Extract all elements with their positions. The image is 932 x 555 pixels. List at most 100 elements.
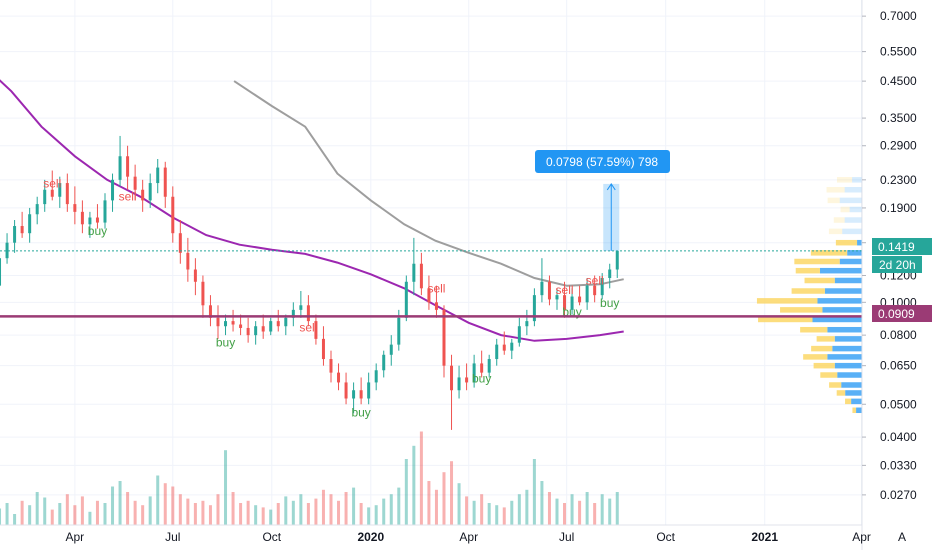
candle-body xyxy=(43,189,47,205)
candle-body xyxy=(600,277,604,296)
candle-body xyxy=(20,226,24,234)
signal-sell: sell xyxy=(299,321,317,335)
vp-bar-yellow xyxy=(804,277,835,284)
vp-bar-blue xyxy=(832,345,862,352)
volume-bar xyxy=(540,481,544,525)
candle-body xyxy=(133,176,137,190)
candle-body xyxy=(397,317,401,345)
time-axis[interactable]: Apr Jul Oct 2020 Apr Jul Oct 2021 Apr xyxy=(0,524,871,544)
vp-bar-yellow xyxy=(800,326,828,333)
volume-bar xyxy=(156,475,160,525)
measure-tooltip-bg xyxy=(535,150,670,173)
vp-bar-yellow xyxy=(756,298,818,304)
vp-bar-yellow-faded xyxy=(833,217,845,223)
vp-bar-yellow xyxy=(835,239,858,246)
vp-bar-yellow-faded xyxy=(827,197,840,204)
vp-bar-yellow xyxy=(852,407,857,414)
candle-body xyxy=(65,183,69,205)
volume-bar xyxy=(344,492,348,525)
volume-bar xyxy=(570,494,574,525)
vp-bar-yellow xyxy=(803,354,828,360)
price-axis[interactable]: 0.7000 0.5500 0.4500 0.3500 0.2900 0.2300 0.19… xyxy=(861,0,917,550)
price-tick-label: 0.2900 xyxy=(880,139,917,153)
vp-bar-blue-faded xyxy=(849,206,862,213)
time-tick-label: Jul xyxy=(165,530,180,544)
price-tick-label: 0.1900 xyxy=(880,201,917,215)
price-tick-label: 0.2300 xyxy=(880,173,917,187)
volume-bar xyxy=(563,503,567,525)
candle-body xyxy=(13,226,17,243)
level-price-bg xyxy=(872,305,932,322)
volume-bar xyxy=(20,500,24,525)
vp-bar-blue xyxy=(834,336,862,342)
candle-body xyxy=(148,183,152,201)
volume-bar xyxy=(111,486,115,525)
candle-body xyxy=(329,359,333,373)
candle-body xyxy=(201,281,205,306)
candle-body xyxy=(171,196,175,234)
volume-bar xyxy=(465,496,469,525)
candle-body xyxy=(306,305,310,322)
volume-bar xyxy=(284,496,288,525)
price-tick-label: 0.0400 xyxy=(880,430,917,444)
vp-bar-yellow xyxy=(845,398,852,405)
volume-bar xyxy=(412,445,416,525)
vp-bar-yellow-faded xyxy=(828,228,843,235)
candle-body xyxy=(359,390,363,399)
last-price-label: 0.1419 xyxy=(872,238,932,255)
price-tick-label: 0.3500 xyxy=(880,111,917,125)
moving-averages xyxy=(0,79,624,342)
measure-tooltip[interactable]: 0.0798 (57.59%) 798 xyxy=(535,150,670,173)
candle-body xyxy=(419,263,423,289)
price-tick-label: 0.4500 xyxy=(880,74,917,88)
candle-body xyxy=(299,305,303,310)
volume-bar xyxy=(50,509,54,525)
measure-arrow-head xyxy=(606,183,616,191)
volume-bar xyxy=(208,505,212,525)
auto-scale-button[interactable]: A xyxy=(898,530,906,544)
volume-bar xyxy=(495,505,499,525)
candle-body xyxy=(314,321,318,339)
candle-body xyxy=(382,354,386,371)
volume-bar xyxy=(472,500,476,525)
candle-body xyxy=(510,342,514,351)
countdown-text: 2d 20h xyxy=(879,258,916,272)
volume-bar xyxy=(43,497,47,525)
vp-bar-blue-faded xyxy=(852,177,862,183)
candle-body xyxy=(457,377,461,391)
volume-bar xyxy=(171,486,175,525)
volume-bar xyxy=(389,494,393,525)
candle-body xyxy=(118,156,122,180)
candle-body xyxy=(73,204,77,212)
volume-bar xyxy=(329,494,333,525)
vp-bar-blue xyxy=(824,288,862,294)
vp-bar-blue xyxy=(834,362,862,369)
volume-bar xyxy=(359,503,363,525)
candle-body xyxy=(231,321,235,325)
vp-bar-blue xyxy=(834,277,862,284)
vp-bar-yellow xyxy=(836,390,846,396)
signal-sell: sell xyxy=(586,273,604,287)
candle-body xyxy=(156,167,160,184)
volume-bar xyxy=(35,492,39,525)
signal-buy: buy xyxy=(600,296,619,310)
volume-bar xyxy=(254,505,258,525)
vp-bar-yellow xyxy=(794,258,840,265)
volume-bar xyxy=(404,459,408,525)
candle-body xyxy=(35,204,39,215)
candle-body xyxy=(88,217,92,225)
candle-body xyxy=(261,326,265,332)
volume-bar xyxy=(186,498,190,525)
volume-bar xyxy=(434,489,438,525)
auto-scale-label[interactable]: A xyxy=(898,530,906,544)
vp-bar-yellow xyxy=(829,382,842,388)
vp-bar-blue xyxy=(856,407,862,414)
signal-buy: buy xyxy=(472,371,491,385)
signal-buy: buy xyxy=(88,224,107,238)
candle-body xyxy=(95,217,99,223)
vp-bar-blue-faded xyxy=(844,186,862,193)
candle-body xyxy=(141,189,145,201)
volume-bar xyxy=(352,487,356,525)
